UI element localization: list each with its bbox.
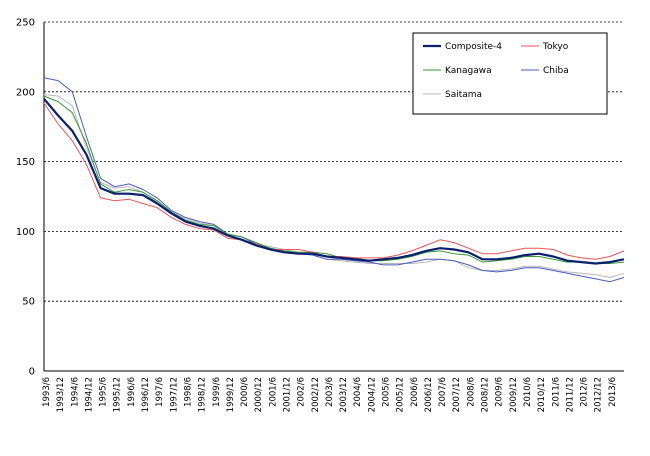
x-tick-label: 2002/12 [311,377,321,412]
series-lines [43,77,625,283]
x-tick-label: 2002/6 [297,377,307,407]
x-tick-label: 2005/12 [396,377,406,412]
x-tick-label: 2000/12 [254,377,264,412]
x-tick-label: 2001/6 [268,377,278,407]
x-tick-label: 2003/12 [339,377,349,412]
y-tick-label: 0 [29,367,35,378]
x-tick-label: 1997/12 [169,377,179,412]
x-tick-label: 2000/6 [240,377,250,407]
series-line-kanagawa [43,95,625,264]
x-tick-label: 2006/12 [424,377,434,412]
x-axis: 1993/6 1993/12 1994/6 1994/12 1995/6 1995/12 1… [42,370,624,412]
x-tick-label: 1996/12 [141,377,151,412]
x-tick-label: 1998/6 [183,377,193,407]
x-tick-label: 2012/6 [580,377,590,407]
x-tick-label: 1995/6 [99,377,109,407]
legend-label: Saitama [445,90,482,100]
series-line-saitama [43,94,625,278]
x-tick-label: 2010/12 [537,377,547,412]
x-tick-label: 2008/12 [481,377,491,412]
y-tick-label: 200 [16,87,35,98]
legend-label: Tokyo [542,42,569,52]
y-tick-label: 250 [16,18,35,29]
x-tick-label: 2003/6 [325,377,335,407]
y-tick-label: 50 [22,297,35,308]
x-tick-label: 1994/12 [84,377,94,412]
series-line-chiba [43,77,625,283]
y-tick-label: 150 [16,157,35,168]
x-tick-label: 2001/12 [282,377,292,412]
y-tick-label: 100 [16,227,35,238]
x-tick-label: 1997/6 [155,377,165,407]
x-tick-label: 2009/6 [495,377,505,407]
x-tick-label: 2005/6 [382,377,392,407]
x-tick-label: 1994/6 [70,377,80,407]
x-tick-label: 1998/12 [198,377,208,412]
x-tick-label: 2010/6 [523,377,533,407]
x-tick-label: 2011/6 [551,377,561,407]
x-tick-label: 1996/6 [127,377,137,407]
x-tick-label: 2011/12 [565,377,575,412]
x-tick-label: 1993/12 [56,377,66,412]
x-tick-label: 2012/12 [594,377,604,412]
grid-lines [44,21,624,302]
x-tick-label: 2007/12 [452,377,462,412]
y-axis: 0 50 100 150 200 250 [16,18,45,378]
x-tick-label: 1993/6 [42,377,52,407]
series-line-tokyo [43,102,625,260]
x-tick-label: 1999/12 [226,377,236,412]
legend-label: Kanagawa [445,66,492,76]
x-tick-label: 2007/6 [438,377,448,407]
x-tick-label: 1999/6 [212,377,222,407]
x-tick-label: 1995/12 [113,377,123,412]
x-tick-label: 2004/12 [367,377,377,412]
x-tick-label: 2004/6 [353,377,363,407]
legend-label: Chiba [543,66,569,76]
x-tick-label: 2008/6 [466,377,476,407]
legend-label: Composite-4 [445,42,502,52]
x-tick-label: 2009/12 [509,377,519,412]
legend-box [412,32,608,115]
legend: Composite-4 Tokyo Kanagawa Chiba Saitama [412,32,608,115]
x-tick-label: 2006/6 [410,377,420,407]
x-tick-label: 2013/6 [608,377,618,407]
series-line-composite-4 [43,98,625,265]
